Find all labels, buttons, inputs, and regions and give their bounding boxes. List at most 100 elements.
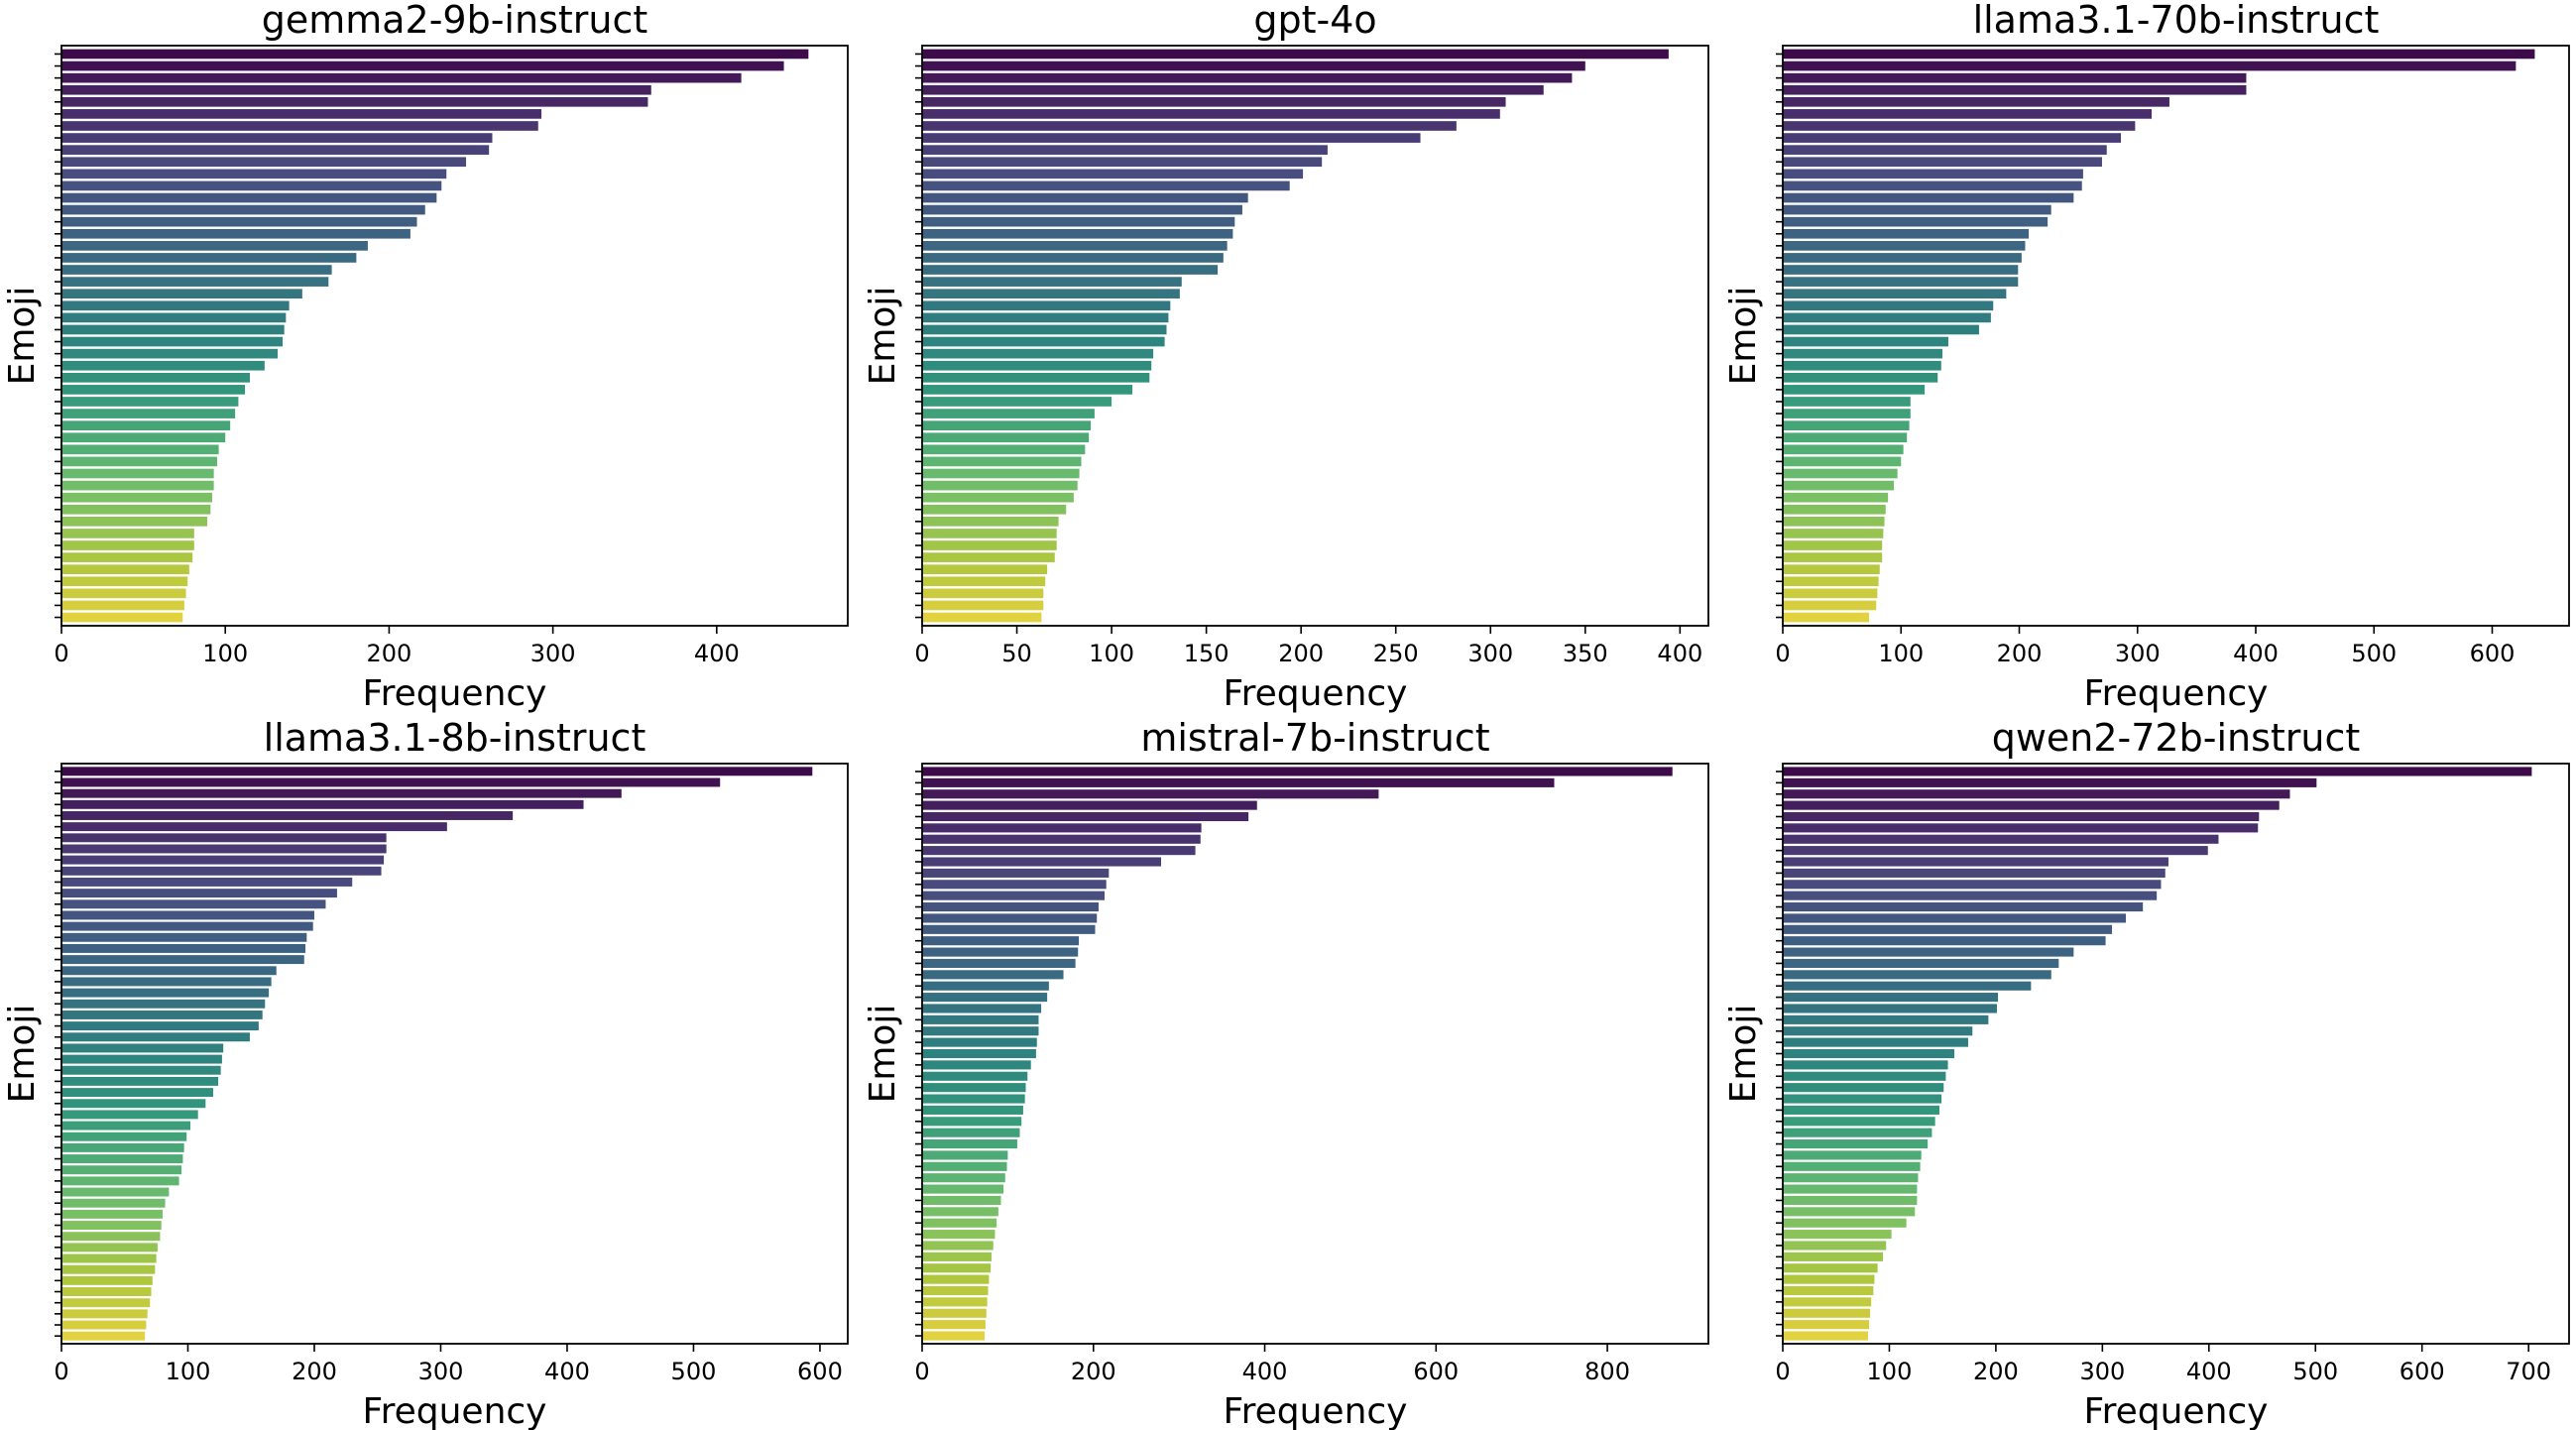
bar	[1783, 1263, 1878, 1273]
bar	[61, 204, 425, 215]
bar	[922, 1207, 998, 1217]
bar	[922, 96, 1506, 107]
x-tick-label: 200	[367, 640, 412, 667]
bar	[922, 420, 1092, 430]
bar	[1783, 552, 1883, 562]
bar	[922, 1060, 1031, 1070]
bar	[1783, 857, 2168, 867]
bar	[1783, 180, 2082, 191]
bar	[1783, 924, 2113, 934]
bar	[922, 846, 1196, 856]
bar	[1783, 981, 2032, 991]
bar	[922, 1128, 1020, 1137]
y-axis-label: Emoji	[2, 1005, 43, 1104]
bar	[922, 456, 1082, 467]
bar	[61, 932, 307, 942]
y-axis-label: Emoji	[863, 287, 903, 386]
x-tick-label: 400	[1242, 1358, 1288, 1385]
bar	[1783, 1117, 1935, 1127]
bar	[61, 109, 542, 119]
bar	[61, 529, 194, 538]
bar	[1783, 372, 1938, 383]
bar	[1783, 420, 1910, 430]
x-tick-label: 100	[1089, 640, 1134, 667]
bar	[61, 612, 183, 623]
chart-panel-3: 0 100 200 300 400 500 600 llama3.1-70b-instruct…	[1723, 0, 2570, 714]
bar	[922, 300, 1171, 311]
bar	[922, 1037, 1037, 1047]
y-axis-label: Emoji	[1723, 287, 1764, 386]
bar	[922, 800, 1257, 810]
bar	[922, 564, 1048, 575]
bar	[922, 480, 1078, 491]
bar	[922, 993, 1048, 1003]
bar	[1783, 880, 2162, 890]
bar	[1783, 360, 1941, 371]
bars	[55, 767, 813, 1341]
bar	[922, 1331, 986, 1341]
bar	[61, 889, 337, 898]
bar	[61, 1054, 222, 1064]
bar	[61, 504, 211, 515]
chart-title: llama3.1-8b-instruct	[264, 716, 646, 760]
bar	[1783, 800, 2280, 810]
x-tick-label: 0	[54, 1358, 68, 1385]
bar	[1783, 1083, 1944, 1093]
bar	[1783, 109, 2153, 119]
chart-title: gpt-4o	[1253, 0, 1376, 42]
bar	[922, 970, 1064, 980]
bar	[922, 588, 1044, 599]
bar	[61, 409, 236, 418]
bar	[61, 788, 622, 798]
bar	[61, 180, 442, 191]
bar	[922, 1071, 1028, 1081]
bar	[61, 1142, 184, 1152]
bar	[61, 397, 239, 407]
bar	[61, 1264, 156, 1274]
bar	[61, 312, 287, 323]
bar	[922, 924, 1096, 934]
y-axis-label: Emoji	[863, 1005, 903, 1104]
bar	[61, 517, 208, 527]
bar	[1783, 891, 2158, 900]
bar	[61, 1043, 224, 1053]
bar	[61, 241, 368, 251]
bar	[61, 1331, 146, 1341]
bar	[922, 265, 1219, 275]
bar	[922, 777, 1555, 787]
bar	[922, 289, 1180, 299]
bar	[1783, 1048, 1954, 1059]
bar	[922, 312, 1169, 323]
x-tick-label: 350	[1563, 640, 1608, 667]
bar	[922, 1218, 997, 1228]
bar	[1783, 913, 2126, 923]
chart-panel-5: 0 200 400 600 800 mistral-7b-instruct Frequenc…	[863, 716, 1709, 1430]
bar	[61, 1275, 153, 1285]
bar	[1783, 241, 2026, 251]
bar	[922, 1026, 1039, 1036]
bar	[922, 109, 1500, 119]
x-tick-label: 800	[1584, 1358, 1630, 1385]
bar	[61, 1165, 182, 1175]
bar	[1783, 456, 1902, 467]
bar	[922, 1263, 992, 1273]
bar	[922, 600, 1044, 611]
bar	[61, 822, 447, 832]
bar	[1783, 958, 2059, 969]
bar	[1783, 253, 2022, 263]
bar	[1783, 192, 2074, 203]
x-tick-label: 300	[2115, 640, 2161, 667]
bar	[1783, 1150, 1922, 1160]
bar	[1783, 1285, 1874, 1296]
bar	[1783, 993, 1999, 1003]
bar	[61, 49, 809, 60]
bar	[1783, 1218, 1907, 1228]
bar	[1783, 540, 1883, 550]
bar	[61, 72, 742, 83]
x-tick-label: 200	[1278, 640, 1324, 667]
x-tick-label: 700	[2506, 1358, 2551, 1385]
x-tick-label: 500	[671, 1358, 717, 1385]
bar	[1783, 564, 1880, 575]
axes-frame	[60, 763, 849, 1345]
axes-frame	[1782, 45, 2570, 627]
